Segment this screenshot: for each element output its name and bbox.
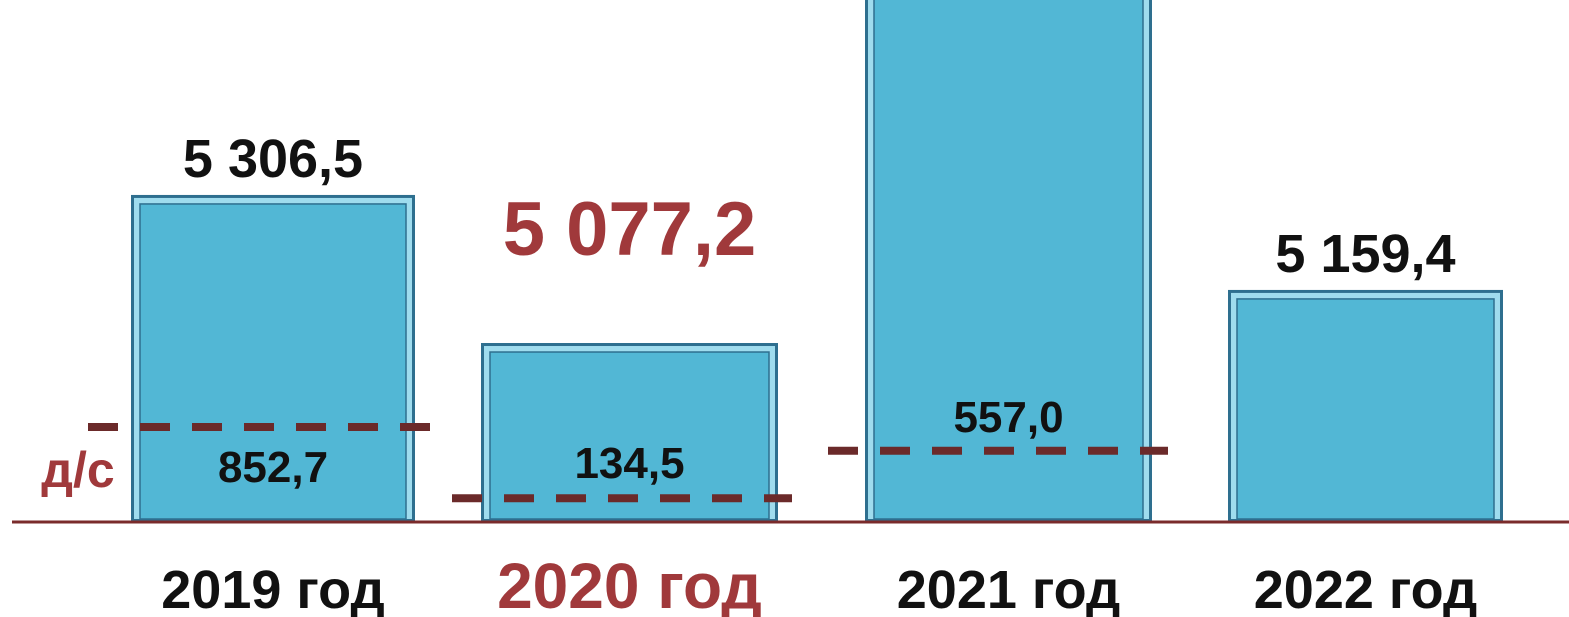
- bar: [865, 0, 1152, 522]
- category-label: 2022 год: [1254, 560, 1477, 617]
- category-label: 2021 год: [897, 560, 1120, 617]
- bar-body: [489, 351, 770, 520]
- bar-body: [1236, 298, 1495, 520]
- labels-group: 5 306,5 2019 год 852,7 5 077,2 2020 год 134,5…: [161, 129, 1477, 617]
- bar-value-label: 5 159,4: [1275, 224, 1455, 284]
- threshold-label: д/с: [41, 442, 114, 498]
- sub-value-label: 134,5: [574, 439, 684, 488]
- bars-group: [131, 0, 1503, 523]
- sub-value-label: 557,0: [953, 393, 1063, 442]
- bar: [481, 343, 778, 522]
- sub-value-label: 852,7: [218, 443, 328, 492]
- category-label: 2020 год: [497, 550, 762, 617]
- bar: [131, 194, 415, 523]
- bar: [1228, 289, 1503, 522]
- bar-value-label: 5 306,5: [183, 129, 363, 189]
- bar-body: [139, 203, 407, 520]
- sub-lines-group: [88, 423, 1168, 503]
- category-label: 2019 год: [161, 560, 384, 617]
- bar-body: [873, 0, 1144, 520]
- bar-value-label: 5 077,2: [503, 187, 757, 272]
